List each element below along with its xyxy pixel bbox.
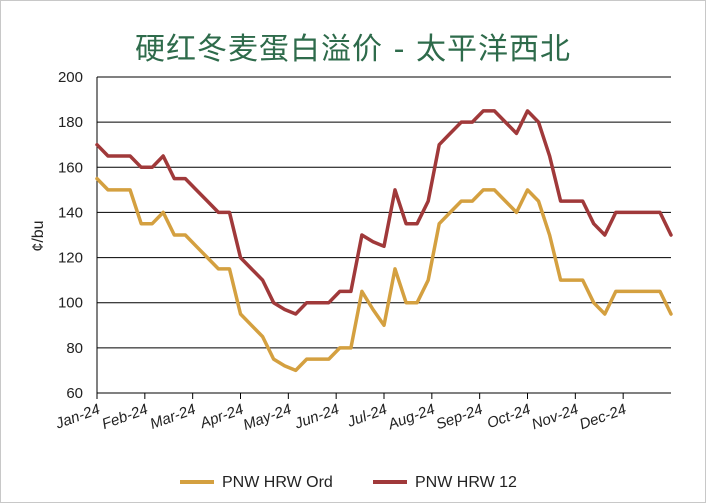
chart-title: 硬红冬麦蛋白溢价 - 太平洋西北	[135, 32, 571, 67]
y-tick-label-100: 100	[58, 295, 83, 312]
x-tick-label-Mar-24: Mar-24	[148, 401, 198, 433]
x-tick-label-Oct-24: Oct-24	[485, 401, 533, 432]
y-tick-label-60: 60	[66, 385, 83, 402]
series-line-1	[95, 176, 673, 373]
x-tick-label-Nov-24: Nov-24	[529, 401, 580, 434]
legend-label-2: PNW HRW 12	[415, 474, 517, 491]
x-tick-label-Aug-24: Aug-24	[385, 401, 437, 434]
x-tick-label-Dec-24: Dec-24	[577, 401, 628, 434]
x-tick-label-Feb-24: Feb-24	[100, 401, 150, 433]
y-tick-label-120: 120	[58, 250, 83, 267]
x-tick-label-Sep-24: Sep-24	[434, 401, 485, 434]
x-tick-label-Jul-24: Jul-24	[344, 401, 389, 431]
y-tick-label-180: 180	[58, 114, 83, 131]
y-tick-label-200: 200	[58, 69, 83, 86]
x-tick-label-Jan-24: Jan-24	[53, 401, 103, 433]
x-tick-label-Apr-24: Apr-24	[197, 401, 246, 433]
legend: PNW HRW Ord PNW HRW 12	[180, 474, 517, 491]
y-tick-labels: 60 80 100 120 140 160 180 200	[58, 69, 83, 402]
y-tick-label-160: 160	[58, 159, 83, 176]
y-tick-label-80: 80	[66, 340, 83, 357]
series-line-2	[95, 109, 673, 316]
legend-label-1: PNW HRW Ord	[222, 474, 333, 491]
y-axis-label: ¢/bu	[30, 220, 47, 251]
x-tick-label-May-24: May-24	[241, 401, 294, 434]
series-lines	[95, 109, 673, 373]
y-tick-label-140: 140	[58, 204, 83, 221]
x-tick-label-Jun-24: Jun-24	[292, 401, 342, 433]
grid-lines	[96, 76, 671, 399]
